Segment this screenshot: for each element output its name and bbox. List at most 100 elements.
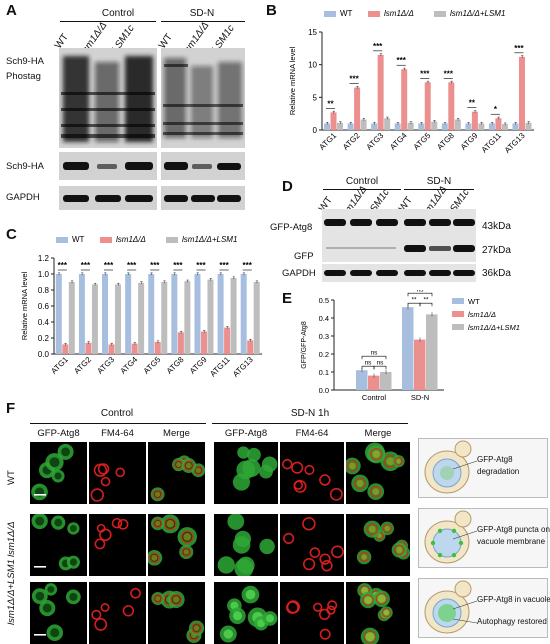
bar [55, 274, 62, 354]
microscopy-image [214, 442, 278, 504]
vacuole-ring [117, 518, 129, 530]
f-column-label: GFP-Atg8 [224, 428, 268, 439]
bar [488, 123, 495, 130]
microscopy-image [30, 514, 87, 576]
vacuole-ring [353, 477, 367, 490]
vacuole-ring [111, 517, 123, 529]
gfp-in-vacuole [438, 604, 456, 622]
y-axis-label: GFP/GFP-Atg8 [301, 321, 308, 369]
vacuole-ring [291, 461, 304, 474]
vacuole-ring [100, 603, 110, 612]
microscopy-image [148, 442, 205, 504]
microscopy-svg [232, 446, 278, 491]
significance-label: *** [444, 69, 454, 78]
legend-label: WT [468, 297, 480, 306]
vacuole-ring [97, 463, 110, 475]
microscopy-image [30, 442, 87, 504]
d-size-label: 36kDa [482, 268, 511, 279]
panel-letter-d: D [282, 178, 293, 195]
bar [200, 331, 207, 354]
gfp-puncta [430, 540, 436, 546]
cell-vacuole [47, 585, 55, 593]
bar [115, 284, 122, 354]
vacuole-ring [183, 460, 195, 471]
legend-swatch [434, 11, 446, 17]
vacuole-ring [302, 517, 316, 531]
pointer-line [452, 530, 478, 540]
cell-vacuole [69, 525, 77, 532]
scale-bar [34, 566, 46, 568]
significance-label: ns [371, 350, 379, 357]
bar [91, 284, 98, 354]
y-tick-label: 0.3 [319, 332, 329, 341]
bar [478, 123, 485, 130]
bar [247, 340, 254, 354]
vacuole-ring [309, 547, 321, 558]
merge-overlap [151, 554, 158, 561]
bar [161, 282, 168, 354]
vacuole-ring [96, 523, 106, 533]
microscopy-svg [31, 514, 80, 571]
microscopy-svg [90, 463, 126, 502]
vacuole-ring [319, 474, 331, 486]
bar [368, 375, 380, 390]
vacuole-ring [327, 600, 338, 611]
vacuole-ring [326, 605, 336, 615]
bar [518, 56, 525, 130]
vacuole-ring [393, 544, 405, 556]
cartoon-cell-diagram: GFP-Atg8 in vacuole Autophagy restored [418, 578, 550, 638]
y-tick-label: 10 [308, 61, 317, 70]
cell-vacuole [265, 614, 275, 623]
cell [232, 536, 251, 554]
cell-vacuole [245, 589, 256, 600]
panel-letter-a: A [6, 2, 17, 19]
cell-vacuole [69, 592, 78, 601]
x-tick-label: ATG8 [165, 355, 186, 376]
d-group-line-sdn [404, 189, 474, 190]
cell [227, 514, 245, 530]
merge-overlap [396, 458, 402, 464]
vacuole-ring [286, 600, 300, 614]
cartoon-svg [424, 580, 478, 634]
bar [471, 111, 478, 130]
y-tick-label: 0.4 [38, 318, 50, 327]
legend-label: WT [72, 235, 85, 244]
cartoon-cell-diagram: GFP-Atg8 puncta on vacuole membrane [418, 508, 550, 568]
microscopy-svg [94, 517, 129, 550]
microscopy-svg [91, 587, 141, 631]
bar [394, 123, 401, 130]
microscopy-svg [31, 443, 74, 501]
cartoon-label: Autophagy restored [477, 617, 547, 626]
bar [184, 281, 191, 354]
microscopy-image [346, 442, 410, 504]
merge-overlap [372, 488, 380, 495]
microscopy-svg [148, 514, 197, 566]
vacuole-ring [130, 587, 141, 599]
cartoon-cell-diagram: GFP-Atg8 degradation [418, 438, 548, 498]
merge-overlap [366, 633, 374, 641]
merge-overlap [378, 595, 385, 603]
vacuole-ring [370, 447, 383, 461]
vacuole-ring [381, 607, 391, 618]
y-tick-label: 1.2 [38, 254, 50, 263]
cell-vacuole [54, 518, 63, 527]
bar [347, 123, 354, 130]
cell-vacuole [223, 629, 233, 639]
a-group-line-sdn [161, 21, 245, 22]
bar [384, 118, 391, 130]
vacuole-ring [362, 594, 374, 606]
x-tick-label: ATG5 [412, 131, 433, 152]
d-group-sdn: SD-N [426, 176, 452, 187]
significance-label: *** [219, 261, 229, 270]
bar [525, 122, 532, 130]
cartoon-label: vacuole membrane [477, 537, 546, 546]
x-tick-label: SD-N [411, 393, 429, 402]
vacuole-ring [321, 560, 333, 572]
cell-vacuole [69, 558, 78, 566]
y-tick-label: 0.5 [319, 296, 329, 305]
bar [324, 123, 331, 130]
panel-letter-c: C [6, 226, 17, 243]
x-tick-label: ATG13 [231, 355, 255, 379]
f-row-label: WT [6, 470, 17, 485]
